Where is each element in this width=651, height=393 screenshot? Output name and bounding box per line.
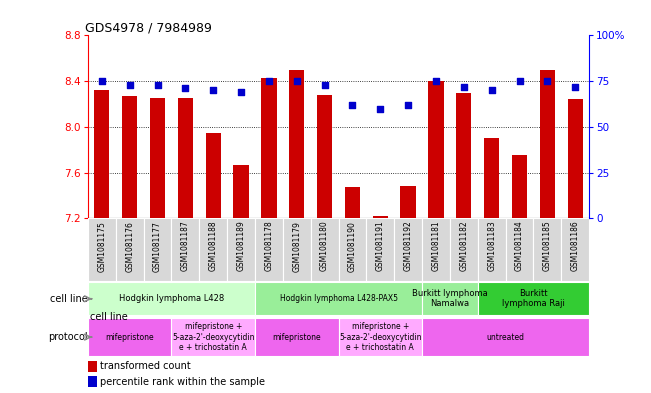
Text: GSM1081179: GSM1081179	[292, 221, 301, 272]
Point	[458, 83, 469, 90]
FancyBboxPatch shape	[478, 218, 506, 281]
Bar	[317, 95, 332, 218]
Point	[236, 89, 246, 95]
Point	[486, 87, 497, 94]
Text: cell line: cell line	[90, 312, 128, 321]
Bar	[400, 186, 416, 218]
FancyBboxPatch shape	[422, 318, 589, 356]
FancyBboxPatch shape	[506, 218, 533, 281]
Text: GSM1081181: GSM1081181	[432, 221, 441, 271]
Text: percentile rank within the sample: percentile rank within the sample	[100, 377, 266, 387]
Text: GSM1081189: GSM1081189	[236, 221, 245, 272]
Bar	[88, 376, 97, 387]
Text: mifepristone: mifepristone	[272, 332, 321, 342]
Bar	[345, 187, 360, 218]
Point	[403, 102, 413, 108]
Bar	[456, 92, 471, 218]
FancyBboxPatch shape	[311, 218, 339, 281]
Point	[208, 87, 218, 94]
Text: protocol: protocol	[48, 332, 88, 342]
Text: GSM1081184: GSM1081184	[515, 221, 524, 272]
Text: GSM1081185: GSM1081185	[543, 221, 552, 272]
Point	[514, 78, 525, 84]
Bar	[94, 90, 109, 218]
Text: GSM1081186: GSM1081186	[571, 221, 580, 272]
FancyBboxPatch shape	[395, 218, 422, 281]
Point	[375, 105, 385, 112]
FancyBboxPatch shape	[339, 218, 367, 281]
Bar	[206, 132, 221, 218]
FancyBboxPatch shape	[144, 218, 171, 281]
Bar	[88, 361, 97, 372]
Bar	[540, 70, 555, 218]
FancyBboxPatch shape	[88, 218, 116, 281]
Text: GSM1081176: GSM1081176	[125, 221, 134, 272]
Bar	[122, 96, 137, 218]
Text: cell line: cell line	[50, 294, 88, 304]
Text: GSM1081187: GSM1081187	[181, 221, 190, 272]
Text: GSM1081192: GSM1081192	[404, 221, 413, 272]
FancyBboxPatch shape	[255, 283, 422, 315]
Text: GSM1081182: GSM1081182	[460, 221, 468, 271]
Bar	[484, 138, 499, 218]
Point	[347, 102, 357, 108]
Bar	[372, 216, 388, 218]
Text: Burkitt
lymphoma Raji: Burkitt lymphoma Raji	[502, 289, 565, 309]
Text: untreated: untreated	[486, 332, 525, 342]
Bar	[289, 70, 305, 218]
Text: Hodgkin lymphoma L428-PAX5: Hodgkin lymphoma L428-PAX5	[279, 294, 398, 303]
Text: mifepristone: mifepristone	[105, 332, 154, 342]
Bar	[150, 98, 165, 218]
Text: mifepristone +
5-aza-2'-deoxycytidin
e + trichostatin A: mifepristone + 5-aza-2'-deoxycytidin e +…	[172, 322, 255, 352]
Point	[431, 78, 441, 84]
FancyBboxPatch shape	[88, 283, 255, 315]
FancyBboxPatch shape	[422, 283, 478, 315]
Text: GSM1081177: GSM1081177	[153, 221, 162, 272]
FancyBboxPatch shape	[478, 283, 589, 315]
FancyBboxPatch shape	[255, 318, 339, 356]
Point	[180, 85, 191, 92]
Point	[570, 83, 581, 90]
FancyBboxPatch shape	[171, 218, 199, 281]
Text: GSM1081175: GSM1081175	[97, 221, 106, 272]
Text: GSM1081191: GSM1081191	[376, 221, 385, 272]
FancyBboxPatch shape	[199, 218, 227, 281]
Bar	[512, 155, 527, 218]
FancyBboxPatch shape	[561, 218, 589, 281]
Text: mifepristone +
5-aza-2'-deoxycytidin
e + trichostatin A: mifepristone + 5-aza-2'-deoxycytidin e +…	[339, 322, 422, 352]
FancyBboxPatch shape	[367, 218, 395, 281]
FancyBboxPatch shape	[227, 218, 255, 281]
Point	[292, 78, 302, 84]
FancyBboxPatch shape	[116, 218, 144, 281]
Text: transformed count: transformed count	[100, 361, 191, 371]
Text: GSM1081190: GSM1081190	[348, 221, 357, 272]
FancyBboxPatch shape	[283, 218, 311, 281]
FancyBboxPatch shape	[450, 218, 478, 281]
Point	[152, 82, 163, 88]
Text: GSM1081178: GSM1081178	[264, 221, 273, 272]
Point	[264, 78, 274, 84]
Bar	[428, 81, 443, 218]
Point	[96, 78, 107, 84]
Text: GDS4978 / 7984989: GDS4978 / 7984989	[85, 21, 212, 34]
Text: GSM1081183: GSM1081183	[487, 221, 496, 272]
FancyBboxPatch shape	[533, 218, 561, 281]
Bar	[568, 99, 583, 218]
Text: Hodgkin lymphoma L428: Hodgkin lymphoma L428	[118, 294, 224, 303]
Text: GSM1081180: GSM1081180	[320, 221, 329, 272]
Bar	[261, 78, 277, 218]
Point	[542, 78, 553, 84]
Point	[320, 82, 330, 88]
FancyBboxPatch shape	[88, 318, 171, 356]
FancyBboxPatch shape	[339, 318, 422, 356]
FancyBboxPatch shape	[422, 218, 450, 281]
FancyBboxPatch shape	[171, 318, 255, 356]
Text: GSM1081188: GSM1081188	[209, 221, 217, 271]
FancyBboxPatch shape	[255, 218, 283, 281]
Text: Burkitt lymphoma
Namalwa: Burkitt lymphoma Namalwa	[412, 289, 488, 309]
Bar	[178, 98, 193, 218]
Point	[124, 82, 135, 88]
Bar	[234, 165, 249, 218]
